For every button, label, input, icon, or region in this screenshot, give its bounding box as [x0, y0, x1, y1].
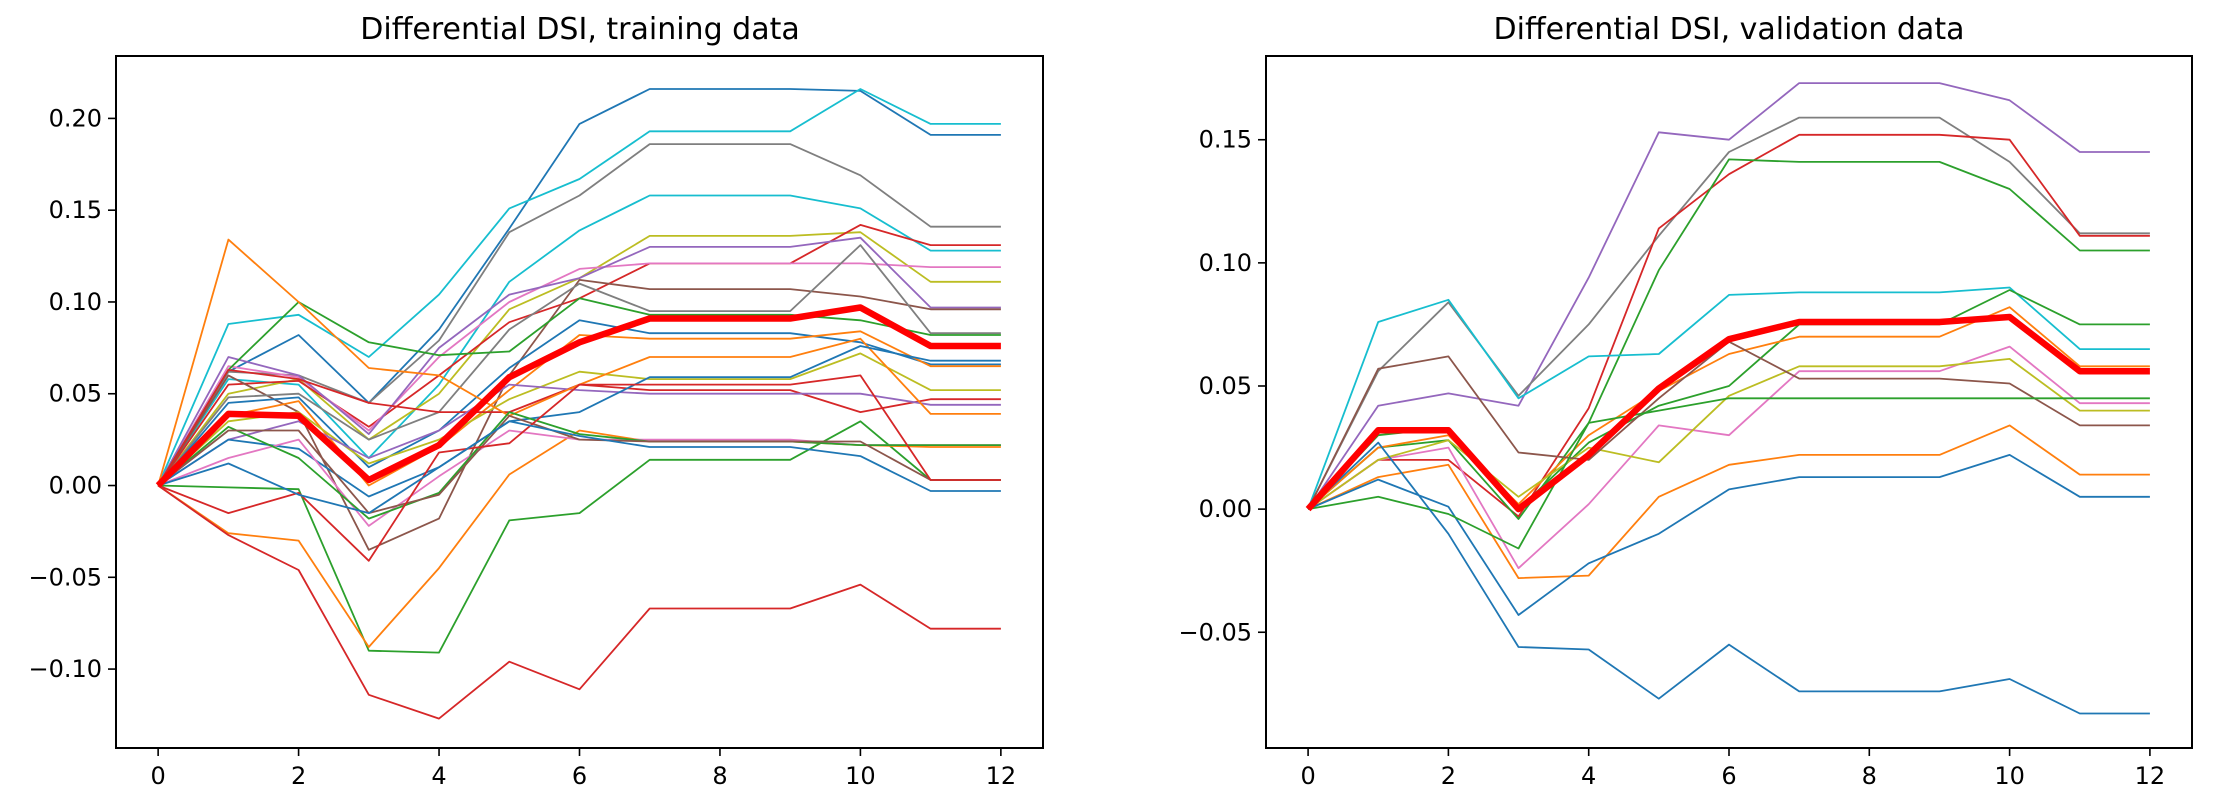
training-y-tick-label: 0.00 — [49, 472, 102, 500]
training-series-line-24 — [157, 374, 1001, 562]
validation-y-tick-label: −0.05 — [1178, 618, 1252, 646]
training-x-tick-label: 0 — [150, 762, 165, 786]
training-axes-ticks: 0 2 4 6 8 10 12 −0.10 −0.05 0.00 0.05 0.10 0.15 0.20 — [28, 104, 1016, 786]
training-series-line-22 — [157, 411, 1001, 520]
validation-x-tick-label: 6 — [1721, 762, 1736, 786]
validation-series-line-3 — [1307, 133, 2150, 518]
training-series-line-14 — [157, 352, 1001, 487]
validation-y-tick-label: 0.15 — [1199, 126, 1252, 154]
training-y-tick-label: −0.05 — [28, 563, 102, 591]
training-series-line-18 — [157, 345, 1001, 498]
validation-x-tick-label: 4 — [1581, 762, 1596, 786]
validation-axes-frame — [1265, 55, 2193, 749]
validation-series-line-8 — [1307, 345, 2150, 570]
training-lines — [155, 88, 1001, 720]
training-axes-frame — [115, 55, 1044, 749]
training-mean-line — [155, 304, 1001, 488]
training-y-tick-label: 0.05 — [49, 380, 102, 408]
training-x-tick-label: 12 — [986, 762, 1017, 786]
training-series-line-1 — [157, 88, 1001, 486]
training-series-line-7 — [157, 262, 1001, 486]
training-x-tick-label: 2 — [291, 762, 306, 786]
training-series-line-4 — [157, 194, 1001, 486]
training-x-tick-label: 8 — [712, 762, 727, 786]
validation-y-tick-label: 0.00 — [1199, 495, 1252, 523]
validation-chart-title: Differential DSI, validation data — [1494, 12, 1965, 47]
training-series-line-25 — [157, 420, 1001, 514]
validation-series-line-12 — [1307, 453, 2150, 616]
validation-series-line-9 — [1307, 357, 2150, 510]
training-y-tick-label: −0.10 — [28, 655, 102, 683]
validation-series-line-14 — [1307, 441, 2150, 715]
validation-series-line-6 — [1307, 289, 2150, 511]
validation-series-line-13 — [1307, 397, 2150, 550]
validation-axes-ticks: 0 2 4 6 8 10 12 −0.05 0.00 0.05 0.10 0.15 — [1178, 126, 2165, 786]
validation-x-tick-label: 10 — [1994, 762, 2025, 786]
training-series-line-23 — [157, 414, 1001, 514]
training-x-tick-label: 4 — [431, 762, 446, 786]
training-y-tick-label: 0.15 — [49, 196, 102, 224]
training-series-line-15 — [157, 368, 1001, 486]
training-series-line-11 — [157, 297, 1001, 486]
validation-mean-line — [1305, 313, 2150, 513]
validation-x-tick-label: 2 — [1441, 762, 1456, 786]
training-series-line-19 — [158, 420, 1001, 654]
training-x-tick-label: 6 — [572, 762, 587, 786]
validation-x-tick-label: 12 — [2135, 762, 2166, 786]
validation-series-line-1 — [1307, 82, 2150, 510]
training-series-line-8 — [157, 236, 1001, 486]
validation-series-line-11 — [1307, 424, 2150, 579]
training-series-line-12 — [157, 319, 1001, 487]
training-series-line-26 — [157, 484, 1001, 720]
training-y-tick-label: 0.20 — [49, 104, 102, 132]
training-y-tick-label: 0.10 — [49, 288, 102, 316]
training-series-line-2 — [157, 88, 1001, 486]
validation-panel: Differential DSI, validation data 0 2 4 6 8 1… — [1178, 12, 2193, 786]
validation-series-line-10 — [1307, 340, 2150, 510]
training-chart-title: Differential DSI, training data — [360, 12, 799, 47]
validation-series-line-7 — [1307, 306, 2150, 510]
training-series-line-16 — [157, 383, 1001, 487]
validation-x-tick-label: 8 — [1862, 762, 1877, 786]
training-panel: Differential DSI, training data 0 2 4 6 8 10 1… — [28, 12, 1044, 786]
validation-y-tick-label: 0.05 — [1199, 372, 1252, 400]
training-series-line-13 — [157, 330, 1001, 487]
validation-series-line-2 — [1307, 116, 2150, 510]
validation-x-tick-label: 0 — [1300, 762, 1315, 786]
training-x-tick-label: 10 — [845, 762, 876, 786]
validation-y-tick-label: 0.10 — [1199, 249, 1252, 277]
training-series-line-10 — [157, 244, 1001, 487]
validation-series-line-5 — [1307, 286, 2150, 510]
validation-lines — [1305, 82, 2150, 715]
